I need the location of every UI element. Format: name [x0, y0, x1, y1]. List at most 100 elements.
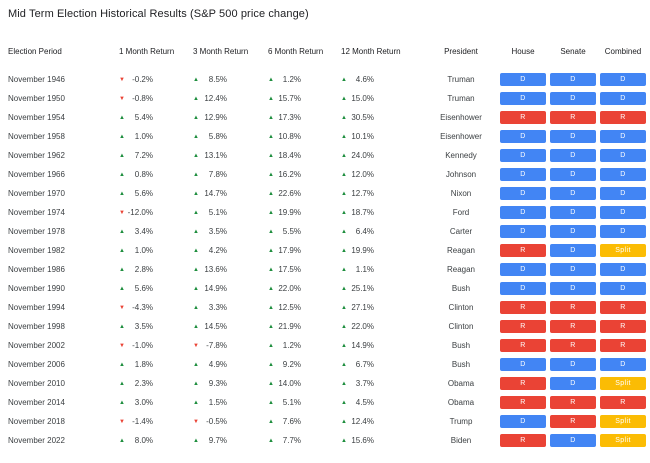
return-value: 3.4% — [134, 227, 153, 236]
return-6-month: ▲ 7.6% — [263, 417, 337, 426]
return-6-month: ▲ 5.5% — [263, 227, 337, 236]
combined-badge-cell: R — [598, 301, 648, 314]
up-arrow-icon: ▲ — [193, 323, 199, 330]
table-row: November 1958 ▲ 1.0% ▲ 5.8% ▲ 10.8% ▲ 10.1% … — [0, 127, 650, 146]
return-6-month: ▲ 16.2% — [263, 170, 337, 179]
return-12-month: ▲ 25.1% — [337, 284, 424, 293]
table-row: November 1998 ▲ 3.5% ▲ 14.5% ▲ 21.9% ▲ 22.0%… — [0, 317, 650, 336]
up-arrow-icon: ▲ — [193, 437, 199, 444]
return-value: 8.0% — [134, 436, 153, 445]
senate-badge: R — [550, 339, 596, 352]
up-arrow-icon: ▲ — [268, 95, 274, 102]
return-6-month: ▲ 22.0% — [263, 284, 337, 293]
return-3-month: ▲ 3.3% — [190, 303, 263, 312]
house-badge-cell: R — [498, 301, 548, 314]
return-1-month: ▼ -12.0% — [115, 208, 190, 217]
return-1-month: ▲ 1.8% — [115, 360, 190, 369]
return-value: 1.5% — [208, 398, 227, 407]
return-1-month: ▲ 7.2% — [115, 151, 190, 160]
return-12-month: ▲ 6.7% — [337, 360, 424, 369]
senate-badge-cell: D — [548, 377, 598, 390]
return-value: 3.0% — [134, 398, 153, 407]
return-3-month: ▲ 14.9% — [190, 284, 263, 293]
up-arrow-icon: ▲ — [268, 380, 274, 387]
return-value: 5.4% — [134, 113, 153, 122]
president: Eisenhower — [440, 113, 482, 122]
up-arrow-icon: ▲ — [268, 323, 274, 330]
up-arrow-icon: ▲ — [341, 209, 347, 216]
return-6-month: ▲ 22.6% — [263, 189, 337, 198]
return-value: 25.1% — [351, 284, 374, 293]
house-badge-cell: R — [498, 434, 548, 447]
election-period: November 2022 — [8, 436, 65, 445]
combined-badge-cell: Split — [598, 244, 648, 257]
return-value: -1.4% — [132, 417, 153, 426]
column-header-1-month-return: 1 Month Return — [119, 47, 175, 56]
return-1-month: ▼ -0.2% — [115, 75, 190, 84]
return-value: 9.7% — [208, 436, 227, 445]
return-3-month: ▲ 4.2% — [190, 246, 263, 255]
president: Bush — [451, 284, 471, 293]
return-value: 22.0% — [351, 322, 374, 331]
senate-badge-cell: R — [548, 301, 598, 314]
return-6-month: ▲ 5.1% — [263, 398, 337, 407]
combined-badge-cell: D — [598, 130, 648, 143]
return-value: 1.1% — [355, 265, 374, 274]
return-value: 18.4% — [278, 151, 301, 160]
return-value: 2.8% — [134, 265, 153, 274]
up-arrow-icon: ▲ — [341, 342, 347, 349]
column-header-3-month-return: 3 Month Return — [193, 47, 249, 56]
return-value: 3.3% — [208, 303, 227, 312]
return-3-month: ▲ 3.5% — [190, 227, 263, 236]
return-3-month: ▼ -0.5% — [190, 417, 263, 426]
table-row: November 1970 ▲ 5.6% ▲ 14.7% ▲ 22.6% ▲ 12.7%… — [0, 184, 650, 203]
combined-badge-cell: Split — [598, 434, 648, 447]
table-row: November 1946 ▼ -0.2% ▲ 8.5% ▲ 1.2% ▲ 4.6% T… — [0, 70, 650, 89]
return-value: 22.0% — [278, 284, 301, 293]
combined-badge: D — [600, 263, 646, 276]
president: Ford — [452, 208, 470, 217]
column-header-6-month-return: 6 Month Return — [268, 47, 324, 56]
table-body: November 1946 ▼ -0.2% ▲ 8.5% ▲ 1.2% ▲ 4.6% T… — [0, 70, 650, 450]
house-badge-cell: R — [498, 320, 548, 333]
return-6-month: ▲ 17.9% — [263, 246, 337, 255]
senate-badge: D — [550, 244, 596, 257]
election-period: November 2018 — [8, 417, 65, 426]
return-value: 3.5% — [134, 322, 153, 331]
senate-badge-cell: D — [548, 73, 598, 86]
election-period: November 1974 — [8, 208, 65, 217]
combined-badge: D — [600, 282, 646, 295]
election-period: November 1966 — [8, 170, 65, 179]
up-arrow-icon: ▲ — [268, 304, 274, 311]
return-value: -7.8% — [206, 341, 227, 350]
column-header-house: House — [511, 47, 535, 56]
column-header-12-month-return: 12 Month Return — [341, 47, 401, 56]
up-arrow-icon: ▲ — [119, 361, 125, 368]
up-arrow-icon: ▲ — [341, 76, 347, 83]
combined-badge-cell: D — [598, 168, 648, 181]
combined-badge: Split — [600, 244, 646, 257]
up-arrow-icon: ▲ — [119, 152, 125, 159]
return-value: 30.5% — [351, 113, 374, 122]
up-arrow-icon: ▲ — [193, 171, 199, 178]
combined-badge: D — [600, 225, 646, 238]
house-badge: D — [500, 358, 546, 371]
senate-badge: D — [550, 225, 596, 238]
return-3-month: ▲ 1.5% — [190, 398, 263, 407]
combined-badge-cell: R — [598, 111, 648, 124]
down-arrow-icon: ▼ — [119, 76, 125, 83]
combined-badge-cell: D — [598, 263, 648, 276]
column-header-senate: Senate — [560, 47, 586, 56]
combined-badge-cell: D — [598, 92, 648, 105]
return-6-month: ▲ 9.2% — [263, 360, 337, 369]
up-arrow-icon: ▲ — [268, 209, 274, 216]
return-12-month: ▲ 12.0% — [337, 170, 424, 179]
return-1-month: ▼ -4.3% — [115, 303, 190, 312]
up-arrow-icon: ▲ — [193, 247, 199, 254]
up-arrow-icon: ▲ — [268, 76, 274, 83]
house-badge: D — [500, 282, 546, 295]
house-badge: D — [500, 415, 546, 428]
president: Bush — [451, 360, 471, 369]
table-row: November 1978 ▲ 3.4% ▲ 3.5% ▲ 5.5% ▲ 6.4% Ca… — [0, 222, 650, 241]
